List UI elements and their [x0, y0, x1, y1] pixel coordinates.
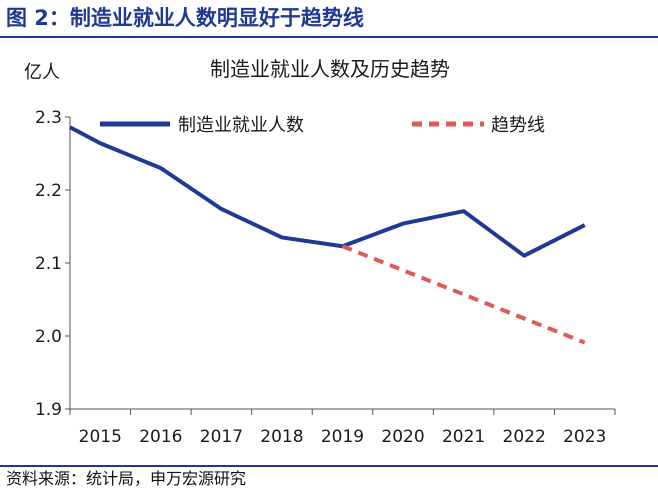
x-tick-label: 2019 — [321, 427, 364, 447]
y-axis-unit: 亿人 — [24, 62, 60, 83]
trend-line — [341, 244, 586, 345]
legend: 制造业就业人数 趋势线 — [100, 115, 545, 136]
x-tick-label: 2018 — [260, 427, 303, 447]
figure-title: 图 2：制造业就业人数明显好于趋势线 — [6, 6, 364, 30]
series-layer — [69, 125, 586, 345]
axes: 1.9 2.0 2.1 2.2 2.3 2015 2016 2017 2018 2019 2020 2… — [35, 108, 616, 447]
y-tick-label: 2.2 — [35, 181, 62, 201]
x-tick-label: 2016 — [139, 427, 182, 447]
y-tick-label: 2.0 — [35, 327, 62, 347]
chart-title: 制造业就业人数及历史趋势 — [210, 57, 450, 81]
x-tick-label: 2021 — [442, 427, 485, 447]
title-divider — [0, 36, 658, 38]
source-divider — [0, 465, 658, 467]
legend-label: 趋势线 — [491, 115, 545, 136]
y-tick-label: 2.3 — [35, 108, 62, 128]
y-tick-label: 2.1 — [35, 254, 62, 274]
x-tick-label: 2017 — [200, 427, 243, 447]
employment-line — [69, 125, 586, 258]
legend-label: 制造业就业人数 — [178, 115, 304, 136]
x-tick-label: 2022 — [503, 427, 546, 447]
x-tick-label: 2020 — [381, 427, 424, 447]
y-tick-label: 1.9 — [35, 400, 62, 420]
x-tick-label: 2023 — [563, 427, 606, 447]
x-tick-label: 2015 — [79, 427, 122, 447]
source-note: 资料来源：统计局，申万宏源研究 — [6, 469, 247, 488]
